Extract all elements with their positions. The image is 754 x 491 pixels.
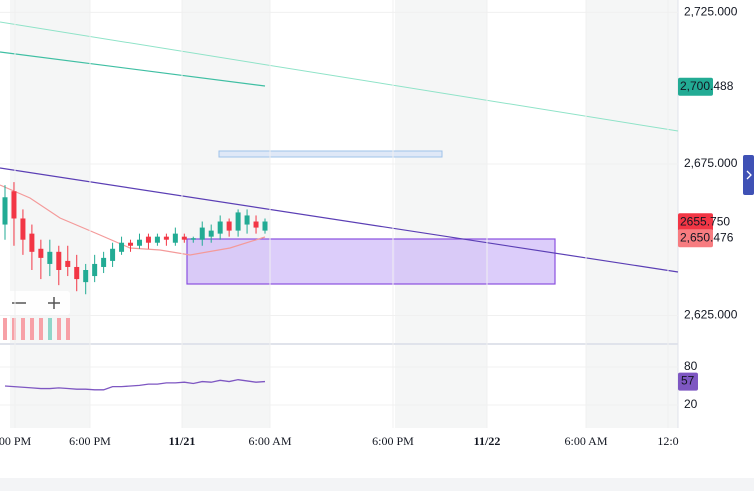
candle-body [226,221,232,231]
x-tick-label: 11/22 [474,434,501,448]
rsi-tick-label: 20 [684,397,698,411]
volume-bar [3,318,7,340]
rsi-line [4,379,266,391]
ma-line [0,184,266,256]
candle-body [101,257,107,267]
volume-bar [21,318,25,340]
volume-bar [12,318,16,340]
volume-bar [39,318,43,340]
x-tick-label: 6:00 AM [564,434,607,448]
candle-body [38,248,44,258]
ma-line [0,21,679,132]
band [182,0,270,428]
candle-body [20,218,26,240]
trend-line [0,167,679,273]
x-tick-label: 00 PM [0,434,32,448]
rsi-tick-label: 80 [684,359,698,373]
candle-body [190,238,196,240]
band [10,0,90,428]
y-tick-label: 2,725.000 [684,5,738,19]
candle-body [2,197,8,225]
bottom-bar [0,478,754,491]
candle-body [262,221,268,231]
candle-body [244,215,250,225]
candle-body [11,191,17,219]
y-tick-label: 2,675.000 [684,156,738,170]
x-tick-label: 6:00 AM [248,434,291,448]
rsi-badge-label: 57 [681,374,695,388]
price-badge [678,213,713,232]
zoom-toolbar[interactable] [0,291,70,315]
collapse-icon [746,170,752,180]
candle-body [208,230,214,237]
candle-body [29,233,35,252]
session-bands [10,0,678,428]
x-tick-label: 6:00 PM [372,434,414,448]
candle-body [110,248,116,261]
candle-body [253,221,259,228]
ma-line [0,51,266,87]
rsi-badge [678,372,698,391]
y-tick-label: 2,625.000 [684,308,738,322]
price-badge [678,77,713,96]
candle-body [119,242,125,252]
toolbar-bg [0,291,70,315]
x-tick-label: 11/21 [169,434,196,448]
candle-body [172,233,178,243]
drawn-rectangle [218,150,443,158]
volume-bar [57,318,61,340]
candle-body [163,236,169,240]
candle-body [47,251,53,264]
candle-body [136,239,142,246]
candle-body [128,242,134,246]
candle-body [181,236,187,240]
candle-body [74,266,80,280]
volume [3,318,70,340]
candle-body [235,212,241,231]
x-tick-label: 6:00 PM [69,434,111,448]
price-badge-label: 2,650.476 [680,230,734,244]
candle-body [145,236,151,243]
price-badge-label: 2655.750 [680,214,730,228]
candle-body [92,263,98,277]
candle-body [154,236,160,243]
price-badge [678,229,713,248]
volume-bar [48,318,52,340]
volume-bar [66,318,70,340]
candle-body [217,221,223,234]
candle-body [65,260,71,267]
candle-body [56,251,62,270]
candle-body [199,227,205,240]
band [586,0,678,428]
candle-body [83,270,89,283]
drawn-rectangle [186,238,556,285]
x-tick-label: 12:0 [657,434,678,448]
price-badge-label: 2,700.488 [680,79,734,93]
band [395,0,487,428]
collapse-button[interactable] [743,155,754,195]
volume-bar [30,318,34,340]
